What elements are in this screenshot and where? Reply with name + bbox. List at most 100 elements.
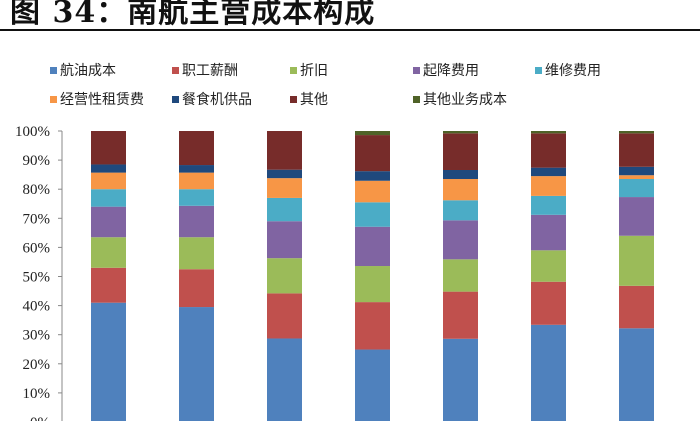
- bar-segment: [531, 281, 566, 325]
- legend-swatch: [172, 66, 179, 74]
- y-tick-label: 100%: [15, 124, 50, 140]
- y-tick-label: 0%: [30, 415, 50, 421]
- bar-segment: [531, 214, 566, 251]
- bar-segment: [619, 285, 654, 329]
- bar-segment: [443, 169, 478, 180]
- bar-segment: [91, 302, 126, 421]
- bar-segment: [531, 133, 566, 168]
- bar-segment: [179, 237, 214, 270]
- legend-label: 折旧: [300, 63, 328, 79]
- legend-swatch: [290, 95, 297, 103]
- legend-item: 其他业务成本: [413, 89, 507, 109]
- bar-segment: [179, 172, 214, 190]
- bar-segment: [91, 237, 126, 268]
- bar-segment: [443, 259, 478, 292]
- legend-item: 起降费用: [413, 60, 479, 80]
- bar-segment: [443, 220, 478, 260]
- legend-item: 航油成本: [50, 60, 116, 80]
- legend-label: 职工薪酬: [182, 63, 238, 79]
- bar-segment: [531, 324, 566, 421]
- bar-segment: [267, 258, 302, 294]
- y-tick-label: 80%: [23, 182, 51, 198]
- bar-segment: [619, 328, 654, 421]
- bar-segment: [355, 180, 390, 203]
- bar-segment: [619, 175, 654, 180]
- bar-segment: [267, 221, 302, 259]
- legend-label: 起降费用: [423, 63, 479, 79]
- legend-item: 维修费用: [535, 60, 601, 80]
- legend-label: 其他业务成本: [423, 92, 507, 108]
- legend-label: 维修费用: [545, 63, 601, 79]
- bar-segment: [267, 178, 302, 198]
- bar-segment: [619, 133, 654, 167]
- title-divider: [0, 29, 700, 31]
- bar-segment: [355, 226, 390, 267]
- bar-segment: [443, 291, 478, 339]
- bar-segment: [267, 131, 302, 170]
- legend-swatch: [50, 66, 57, 74]
- legend-item: 经营性租赁费: [50, 89, 144, 109]
- bar-segment: [443, 179, 478, 201]
- y-tick-label: 60%: [23, 240, 51, 256]
- bar-segment: [91, 189, 126, 207]
- bar-segment: [355, 349, 390, 421]
- bar-segment: [91, 131, 126, 165]
- bar-segment: [91, 267, 126, 303]
- bar-segment: [531, 167, 566, 177]
- bar-segment: [355, 302, 390, 350]
- bar-segment: [531, 195, 566, 215]
- bar-segment: [179, 131, 214, 166]
- bar-segment: [531, 176, 566, 196]
- bar-segment: [619, 179, 654, 198]
- legend-label: 经营性租赁费: [60, 92, 144, 108]
- bar-segment: [179, 165, 214, 173]
- legend-label: 航油成本: [60, 63, 116, 79]
- y-tick-label: 40%: [23, 299, 51, 315]
- bar-segment: [179, 307, 214, 421]
- bar-segment: [267, 293, 302, 339]
- bar-segment: [355, 202, 390, 227]
- legend-label: 其他: [300, 92, 328, 108]
- y-tick-label: 50%: [23, 270, 51, 286]
- bar-segment: [619, 197, 654, 236]
- bar-segment: [619, 166, 654, 176]
- legend-item: 餐食机供品: [172, 89, 252, 109]
- y-tick-label: 70%: [23, 211, 51, 227]
- legend-swatch: [290, 66, 297, 74]
- legend-swatch: [413, 95, 420, 103]
- bar-segment: [267, 169, 302, 179]
- y-tick-label: 10%: [23, 386, 51, 402]
- bar-segment: [619, 235, 654, 286]
- bar-segment: [179, 269, 214, 308]
- legend-item: 其他: [290, 89, 328, 109]
- bar-segment: [355, 266, 390, 303]
- bar-segment: [619, 131, 654, 134]
- figure-title: 图 34：南航主营成本构成: [10, 0, 376, 30]
- bar-segment: [443, 338, 478, 421]
- bar-segment: [91, 172, 126, 190]
- legend-item: 职工薪酬: [172, 60, 238, 80]
- legend-swatch: [50, 95, 57, 103]
- y-tick-label: 90%: [23, 153, 51, 169]
- bar-segment: [531, 131, 566, 134]
- bar-segment: [91, 206, 126, 238]
- bar-segment: [443, 133, 478, 170]
- bar-segment: [443, 131, 478, 134]
- bar-segment: [531, 250, 566, 282]
- bar-segment: [443, 200, 478, 221]
- y-tick-label: 30%: [23, 328, 51, 344]
- legend-swatch: [535, 66, 542, 74]
- bar-segment: [179, 189, 214, 206]
- legend-label: 餐食机供品: [182, 92, 252, 108]
- bar-segment: [355, 171, 390, 181]
- legend-item: 折旧: [290, 60, 328, 80]
- bar-segment: [355, 135, 390, 172]
- legend-swatch: [172, 95, 179, 103]
- bar-segment: [179, 205, 214, 238]
- bar-segment: [267, 338, 302, 421]
- bar-segment: [355, 131, 390, 136]
- legend-swatch: [413, 66, 420, 74]
- bar-segment: [267, 197, 302, 222]
- bar-segment: [91, 164, 126, 173]
